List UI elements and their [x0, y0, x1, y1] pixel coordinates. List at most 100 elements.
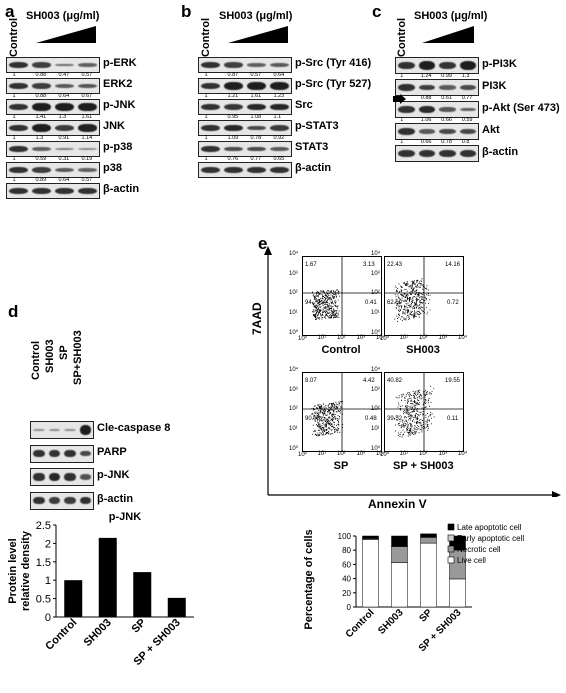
band	[439, 150, 456, 157]
density-value: 0.59	[35, 156, 47, 162]
y-tick-label: 1.5	[36, 557, 51, 569]
blot-d-3	[30, 491, 94, 510]
band	[55, 83, 74, 88]
density-value: 1	[400, 117, 404, 123]
band	[32, 102, 51, 112]
band	[79, 425, 91, 435]
band	[9, 145, 28, 153]
y-tick-label: 10⁴	[371, 251, 381, 257]
quadrant-value: 8.07	[305, 378, 317, 384]
density-value: 1	[400, 73, 404, 79]
density-value: 1.21	[227, 93, 239, 99]
band	[48, 449, 60, 458]
protein-label-c-4: β-actin	[482, 145, 519, 158]
facs-x-axis-label: Annexin V	[368, 497, 427, 511]
stack-seg	[362, 535, 379, 539]
band	[270, 103, 289, 111]
quadrant-value: 90.03	[305, 416, 321, 422]
y-tick-label: 20	[342, 589, 351, 598]
facs-plot-1: 22.43 14.16 62.69 0.72	[384, 256, 464, 336]
y-tick-label: 10³	[371, 386, 380, 393]
band	[201, 145, 220, 153]
band	[270, 62, 289, 67]
facs-plot-3: 40.82 19.55 39.52 0.11	[384, 372, 464, 452]
protein-label-c-3: Akt	[482, 123, 500, 136]
band	[247, 125, 266, 131]
density-value: 1	[12, 72, 16, 78]
protein-label-c-0: p-PI3K	[482, 57, 517, 70]
facs-plot-name: Control	[321, 344, 361, 356]
x-tick-label: SH003	[82, 617, 114, 649]
band	[398, 84, 415, 91]
density-value: 1.24	[420, 73, 432, 79]
dose-triangle-c	[422, 26, 474, 43]
density-value: 0.95	[227, 114, 239, 120]
band	[78, 168, 97, 172]
x-tick-label: 10²	[337, 451, 346, 457]
band	[224, 104, 243, 110]
band	[78, 187, 97, 195]
quadrant-value: 39.52	[387, 416, 403, 422]
lane-label-control: Control	[30, 340, 42, 380]
legend-label: Live cell	[457, 556, 486, 565]
apoptosis-stacked-chart: 0 20 40 60 80 100 Percentage of cells Control SH…	[303, 523, 524, 654]
x-tick-label: 10⁴	[376, 451, 386, 457]
x-tick-label: 10³	[438, 335, 448, 341]
density-value: 1	[204, 135, 208, 141]
band	[459, 107, 476, 112]
density-value: 0.77	[250, 156, 262, 162]
x-tick-label: 10⁰	[298, 452, 308, 458]
blot-d-0	[30, 421, 94, 439]
y-tick-label: 10³	[289, 386, 298, 393]
blot-b-0	[198, 57, 292, 73]
density-value: 0.59	[461, 117, 473, 123]
facs-plot-name: SP	[333, 460, 349, 472]
quadrant-value: 3.13	[363, 262, 375, 268]
band	[418, 84, 435, 91]
protein-label-c-2: p-Akt (Ser 473)	[482, 101, 560, 114]
density-value: 0.78	[250, 135, 262, 141]
panel-letter-d: d	[8, 302, 19, 321]
y-tick-label: 10⁰	[289, 330, 299, 336]
band	[48, 497, 60, 504]
band	[459, 150, 476, 157]
y-tick-label: 2	[45, 538, 51, 550]
density-value: 1	[204, 114, 208, 120]
band	[201, 103, 220, 111]
legend-swatch	[447, 534, 455, 542]
protein-label-a-1: ERK2	[103, 78, 133, 90]
density-value: 0.8	[461, 139, 470, 145]
quadrant-value: 0.41	[365, 300, 377, 306]
protein-label-b-4: STAT3	[295, 141, 329, 153]
density-value: 1	[12, 135, 16, 141]
density-value: 1	[12, 177, 16, 183]
band	[32, 167, 51, 173]
treatment-label-b: SH003 (μg/ml)	[219, 10, 293, 22]
y-tick-label: 10²	[371, 406, 380, 412]
facs-scatter	[303, 373, 381, 451]
density-value: 0.57	[81, 177, 93, 183]
y-tick-label: 0	[45, 612, 51, 624]
stack-seg	[449, 578, 466, 608]
blot-a-0	[6, 57, 100, 73]
x-tick-label: 10¹	[317, 335, 327, 341]
band	[64, 497, 76, 504]
protein-label-b-5: β-actin	[295, 162, 332, 174]
facs-scatter	[303, 257, 381, 335]
density-value: 0.61	[441, 95, 452, 101]
facs-plot-name: SH003	[406, 344, 440, 356]
blot-b-5	[198, 162, 292, 178]
band	[224, 82, 243, 90]
protein-label-b-1: p-Src (Tyr 527)	[295, 78, 372, 90]
density-value: 1.3	[35, 135, 44, 141]
band	[64, 473, 76, 481]
protein-label-d-2: p-JNK	[97, 469, 130, 481]
density-value: 0.57	[250, 72, 262, 78]
y-tick-label: 10²	[289, 290, 298, 296]
stack-seg	[391, 546, 408, 563]
band	[32, 147, 51, 151]
density-value: 1.08	[250, 114, 262, 120]
stack-seg	[420, 537, 437, 544]
band	[79, 474, 91, 480]
quadrant-value: 19.55	[445, 378, 461, 384]
